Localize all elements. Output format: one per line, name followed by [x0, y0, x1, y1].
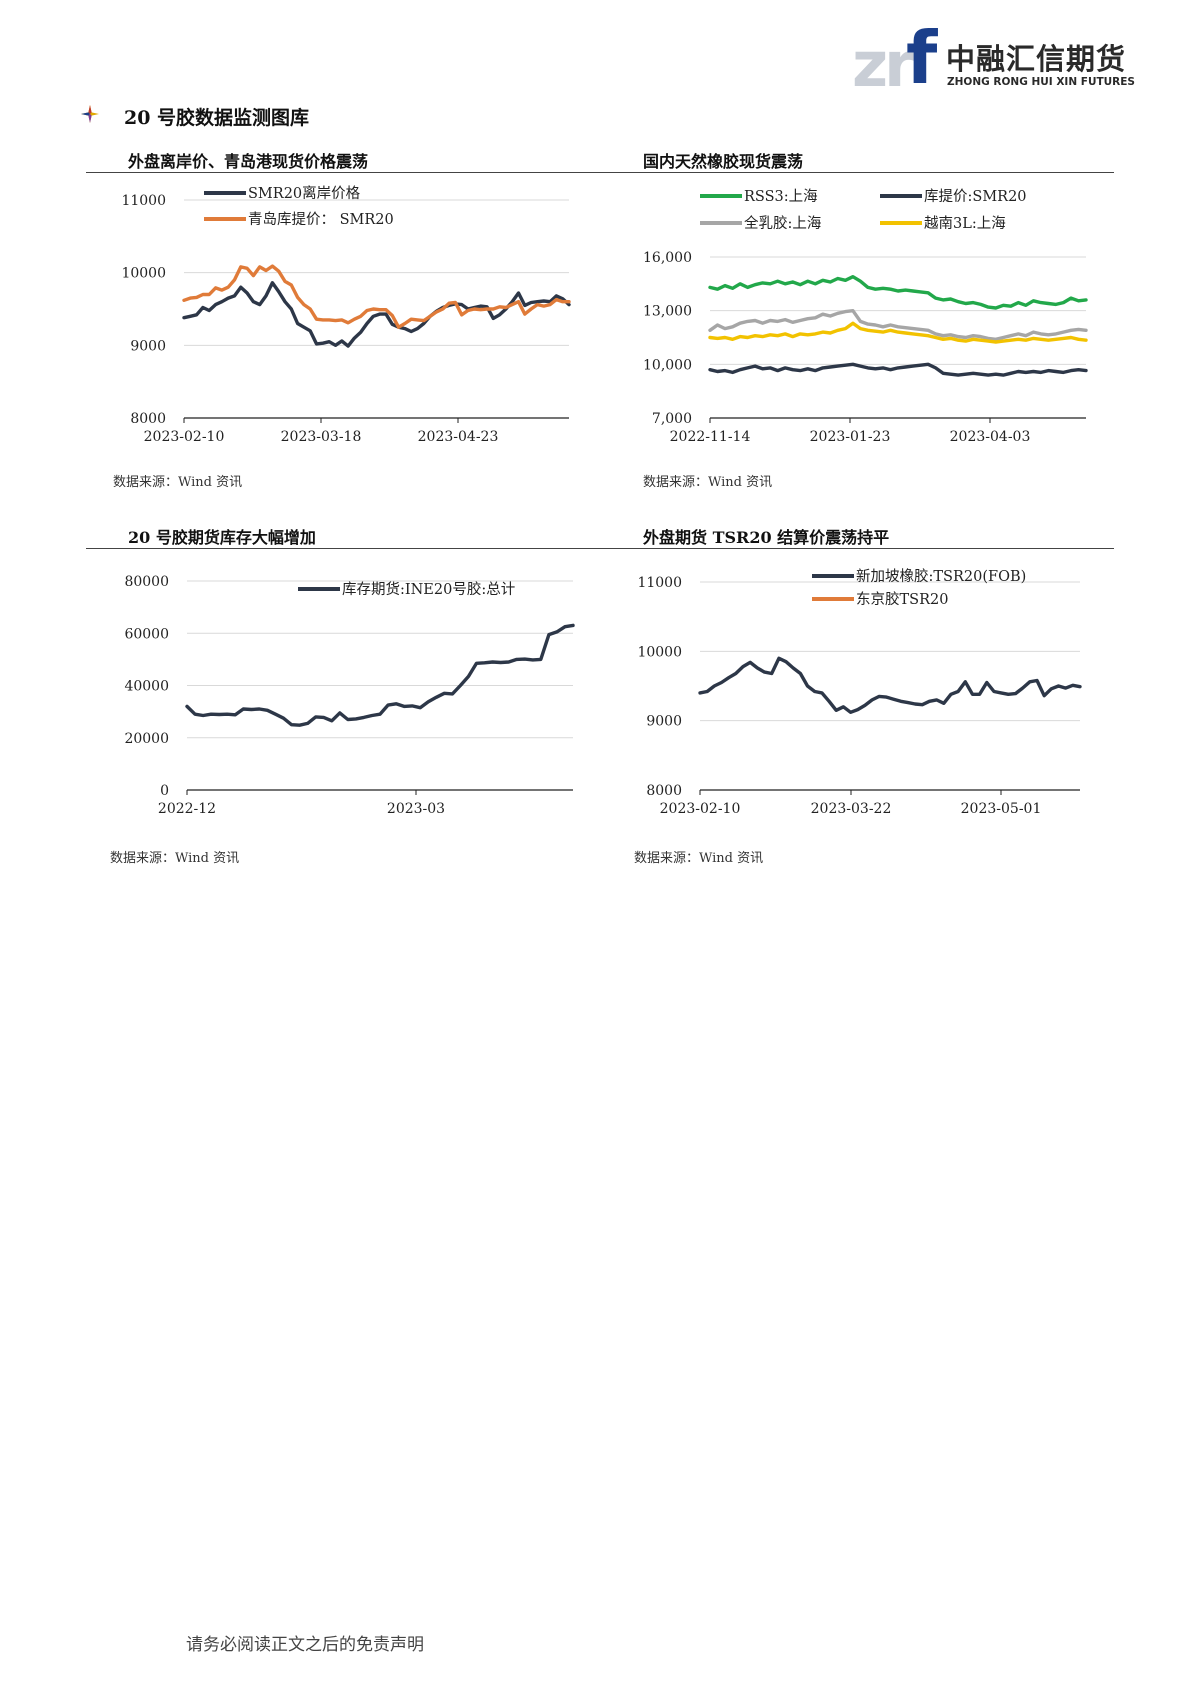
x-tick-label: 2022-11-14 — [670, 429, 751, 445]
series-line — [708, 321, 1088, 344]
chart-4-source: 数据来源：Wind 资讯 — [634, 851, 764, 866]
chart-3-gridlines — [187, 580, 573, 739]
legend-label: 库存期货:INE20号胶:总计 — [342, 581, 515, 598]
series-line — [708, 362, 1088, 377]
y-tick-label: 9000 — [646, 714, 682, 730]
x-tick-label: 2023-01-23 — [810, 429, 891, 445]
y-tick-label: 16,000 — [643, 250, 692, 266]
x-tick-label: 2022-12 — [158, 801, 216, 817]
chart-2-svg: 16,000 13,000 10,000 7,000 2022-11-14 2023-01… — [643, 188, 1088, 445]
y-tick-label: 40000 — [124, 679, 169, 695]
y-tick-label: 0 — [160, 783, 169, 799]
chart-2-title-rule — [600, 172, 1114, 173]
legend-label: 全乳胶:上海 — [744, 214, 821, 232]
y-tick-label: 7,000 — [652, 411, 692, 427]
x-tick-label: 2023-03-18 — [281, 429, 362, 445]
chart-1-title: 外盘离岸价、青岛港现货价格震荡 — [128, 152, 369, 171]
series-line — [698, 656, 1082, 715]
y-tick-label: 11000 — [121, 193, 166, 209]
legend-label: SMR20离岸价格 — [248, 185, 361, 202]
sparkle-star-icon — [80, 104, 100, 124]
y-tick-label: 10000 — [637, 644, 682, 660]
legend-label: 越南3L:上海 — [924, 215, 1006, 232]
y-tick-label: 9000 — [130, 338, 166, 354]
y-tick-label: 13,000 — [643, 304, 692, 320]
chart-3-svg: 80000 60000 40000 20000 0 2022-12 2023-03 库存期货… — [124, 574, 575, 817]
series-line — [185, 623, 575, 727]
chart-2-legend: RSS3:上海 库提价:SMR20 全乳胶:上海 越南3L:上海 — [700, 188, 1027, 232]
x-tick-label: 2023-05-01 — [961, 801, 1042, 817]
chart-4-legend: 新加坡橡胶:TSR20(FOB) 东京胶TSR20 — [812, 568, 1026, 608]
chart-4-series — [698, 656, 1082, 715]
y-tick-label: 80000 — [124, 574, 169, 590]
company-logo: zr f 中融汇信期货 ZHONG RONG HUI XIN FUTURES — [852, 22, 1137, 96]
y-tick-label: 11000 — [637, 575, 682, 591]
series-line — [182, 281, 571, 348]
chart-3-series — [185, 623, 575, 727]
x-tick-label: 2023-04-03 — [950, 429, 1031, 445]
chart-4-gridlines — [700, 581, 1080, 722]
logo-mark-zr: zr — [852, 28, 915, 101]
footer-disclaimer: 请务必阅读正文之后的免责声明 — [186, 1635, 424, 1655]
chart-1-svg: 11000 10000 9000 8000 2023-02-10 2023-03-18 20… — [121, 185, 571, 445]
chart-2-series — [708, 274, 1088, 377]
x-tick-label: 2023-04-23 — [418, 429, 499, 445]
x-tick-label: 2023-03 — [387, 801, 445, 817]
logo-english-name: ZHONG RONG HUI XIN FUTURES — [947, 76, 1135, 88]
chart-4-title: 外盘期货 TSR20 结算价震荡持平 — [643, 528, 890, 547]
series-line — [708, 308, 1088, 342]
chart-2-title: 国内天然橡胶现货震荡 — [643, 152, 804, 171]
y-tick-label: 8000 — [130, 411, 166, 427]
y-tick-label: 8000 — [646, 783, 682, 799]
chart-3-title: 20 号胶期货库存大幅增加 — [128, 528, 316, 547]
chart-4-title-rule — [600, 548, 1114, 549]
legend-label: RSS3:上海 — [744, 188, 818, 205]
chart-2-gridlines — [710, 256, 1086, 365]
legend-label: 库提价:SMR20 — [924, 188, 1027, 205]
logo-mark-f: f — [906, 16, 938, 100]
x-tick-label: 2023-02-10 — [660, 801, 741, 817]
x-tick-label: 2023-02-10 — [144, 429, 225, 445]
y-tick-label: 20000 — [124, 731, 169, 747]
section-title: 20 号胶数据监测图库 — [124, 107, 310, 129]
chart-4-svg: 11000 10000 9000 8000 2023-02-10 2023-03-22 20… — [637, 568, 1082, 817]
chart-1-title-rule — [86, 172, 600, 173]
y-tick-label: 10000 — [121, 266, 166, 282]
chart-3-title-rule — [86, 548, 600, 549]
legend-label: 青岛库提价： SMR20 — [248, 211, 394, 228]
y-tick-label: 60000 — [124, 626, 169, 642]
chart-2-source: 数据来源：Wind 资讯 — [643, 475, 773, 490]
chart-2-axes: 16,000 13,000 10,000 7,000 2022-11-14 2023-01… — [643, 250, 1086, 445]
series-line — [182, 264, 571, 329]
chart-1-source: 数据来源：Wind 资讯 — [113, 475, 243, 490]
y-tick-label: 10,000 — [643, 357, 692, 373]
chart-3-legend: 库存期货:INE20号胶:总计 — [298, 581, 515, 598]
chart-1-series — [182, 264, 571, 348]
chart-1-gridlines — [184, 199, 569, 346]
chart-1-axes: 11000 10000 9000 8000 2023-02-10 2023-03-18 20… — [121, 193, 569, 445]
series-line — [708, 274, 1088, 310]
chart-4-axes: 11000 10000 9000 8000 2023-02-10 2023-03-22 20… — [637, 575, 1080, 817]
legend-label: 东京胶TSR20 — [856, 591, 948, 608]
x-tick-label: 2023-03-22 — [811, 801, 892, 817]
logo-chinese-name: 中融汇信期货 — [946, 42, 1127, 76]
chart-3-axes: 80000 60000 40000 20000 0 2022-12 2023-03 — [124, 574, 573, 817]
legend-label: 新加坡橡胶:TSR20(FOB) — [856, 568, 1026, 585]
chart-3-source: 数据来源：Wind 资讯 — [110, 851, 240, 866]
